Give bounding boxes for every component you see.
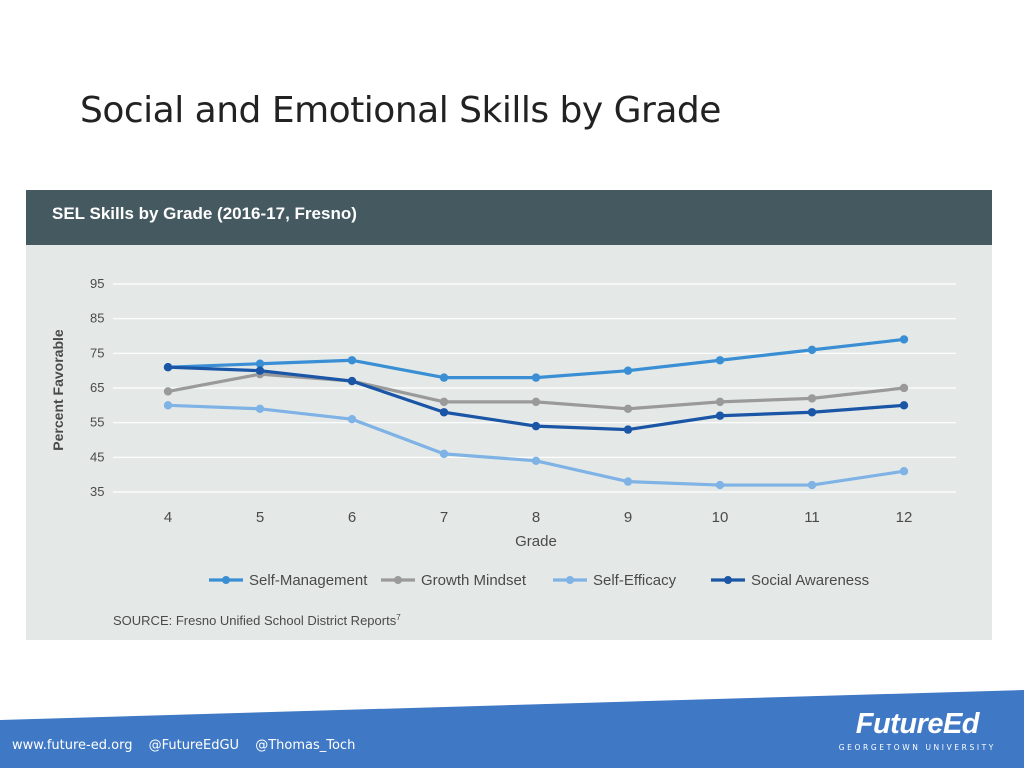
x-axis-label: Grade bbox=[515, 533, 557, 550]
x-tick-label: 4 bbox=[164, 509, 172, 526]
source-footnote: 7 bbox=[396, 613, 401, 622]
series-layer bbox=[163, 335, 909, 490]
data-point bbox=[715, 411, 725, 420]
legend-label: Self-Management bbox=[249, 572, 368, 589]
data-point bbox=[439, 397, 449, 407]
data-point bbox=[163, 387, 173, 396]
source-text: SOURCE: Fresno Unified School District R… bbox=[113, 613, 401, 628]
data-point bbox=[715, 480, 725, 490]
data-point bbox=[163, 363, 173, 372]
series-line bbox=[167, 403, 905, 487]
y-tick-label: 45 bbox=[90, 449, 104, 464]
data-point bbox=[899, 335, 909, 344]
y-axis-label: Percent Favorable bbox=[50, 329, 66, 451]
data-point bbox=[255, 366, 265, 375]
legend-swatch-marker bbox=[222, 576, 230, 584]
data-point bbox=[347, 415, 357, 424]
chart-title: SEL Skills by Grade (2016-17, Fresno) bbox=[52, 204, 357, 223]
data-point bbox=[439, 449, 449, 459]
legend-item: Self-Management bbox=[209, 572, 368, 589]
x-tick-label: 10 bbox=[712, 509, 729, 526]
data-point bbox=[531, 421, 541, 431]
legend-item: Social Awareness bbox=[711, 572, 869, 589]
data-point bbox=[439, 373, 449, 382]
x-tick-label: 5 bbox=[256, 509, 264, 526]
data-point bbox=[255, 359, 265, 368]
y-tick-label: 95 bbox=[90, 276, 104, 291]
x-tick-label: 7 bbox=[440, 509, 448, 526]
data-point bbox=[807, 480, 817, 490]
y-tick-label: 65 bbox=[90, 380, 104, 395]
x-tick-labels: 4 5 6 7 8 9 10 11 12 bbox=[164, 509, 913, 526]
x-tick-label: 12 bbox=[896, 509, 913, 526]
data-point bbox=[807, 394, 817, 403]
data-point bbox=[531, 456, 541, 465]
data-point bbox=[807, 345, 817, 355]
y-tick-label: 85 bbox=[90, 311, 104, 326]
futureed-logo: FutureEd GEORGETOWN UNIVERSITY bbox=[839, 708, 996, 752]
y-tick-label: 55 bbox=[90, 415, 104, 430]
data-point bbox=[347, 356, 357, 365]
data-point bbox=[531, 397, 541, 407]
chart-header: SEL Skills by Grade (2016-17, Fresno) bbox=[26, 190, 992, 245]
series-self-efficacy bbox=[163, 401, 909, 490]
data-point bbox=[439, 408, 449, 417]
legend-swatch-marker bbox=[724, 576, 732, 584]
footer-band bbox=[0, 690, 1024, 768]
y-tick-label: 75 bbox=[90, 345, 104, 360]
logo-name: FutureEd bbox=[855, 708, 980, 740]
footer-link-twitter-org[interactable]: @FutureEdGU bbox=[148, 738, 240, 753]
legend-label: Growth Mindset bbox=[421, 572, 527, 589]
y-tick-labels: 35 45 55 65 75 85 95 bbox=[90, 276, 104, 499]
data-point bbox=[163, 401, 173, 410]
legend-swatch-marker bbox=[566, 576, 574, 584]
series-social-awareness bbox=[163, 363, 909, 434]
data-point bbox=[899, 467, 909, 476]
x-tick-label: 6 bbox=[348, 509, 356, 526]
y-tick-label: 35 bbox=[90, 484, 104, 499]
chart-panel: SEL Skills by Grade (2016-17, Fresno) 35… bbox=[26, 190, 992, 640]
slide-title: Social and Emotional Skills by Grade bbox=[80, 90, 721, 131]
legend-label: Social Awareness bbox=[751, 572, 869, 589]
data-point bbox=[623, 425, 633, 434]
data-point bbox=[531, 373, 541, 382]
footer-link-twitter-author[interactable]: @Thomas_Toch bbox=[255, 738, 356, 753]
x-tick-label: 9 bbox=[624, 509, 632, 526]
legend: Self-Management Growth Mindset Self-Effica… bbox=[209, 572, 869, 589]
data-point bbox=[347, 376, 357, 386]
data-point bbox=[255, 404, 265, 413]
x-tick-label: 8 bbox=[532, 509, 540, 526]
data-point bbox=[715, 356, 725, 365]
legend-label: Self-Efficacy bbox=[593, 572, 677, 589]
data-point bbox=[623, 477, 633, 486]
legend-swatch-marker bbox=[394, 576, 402, 584]
x-tick-label: 11 bbox=[804, 509, 820, 526]
data-point bbox=[807, 408, 817, 417]
legend-item: Self-Efficacy bbox=[553, 572, 677, 589]
source-label: SOURCE: Fresno Unified School District R… bbox=[113, 613, 397, 628]
footer-link-website[interactable]: www.future-ed.org bbox=[12, 738, 133, 753]
data-point bbox=[623, 404, 633, 413]
data-point bbox=[623, 366, 633, 375]
data-point bbox=[899, 383, 909, 393]
footer-links: www.future-ed.org @FutureEdGU @Thomas_To… bbox=[12, 738, 367, 753]
legend-item: Growth Mindset bbox=[381, 572, 527, 589]
data-point bbox=[899, 401, 909, 410]
data-point bbox=[715, 397, 725, 407]
logo-subtitle: GEORGETOWN UNIVERSITY bbox=[838, 743, 996, 752]
